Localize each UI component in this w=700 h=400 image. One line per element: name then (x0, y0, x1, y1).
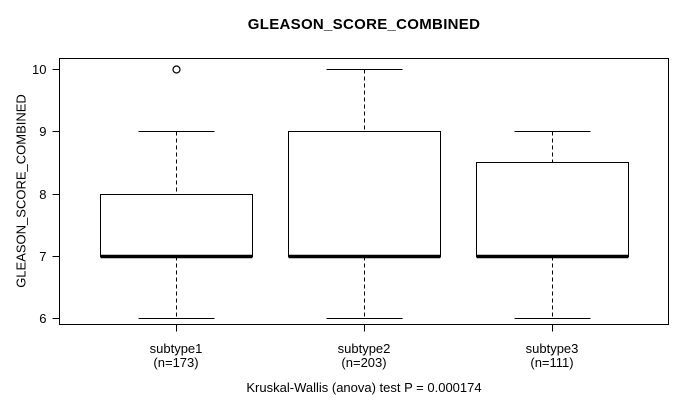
group-n-label: (n=203) (341, 354, 387, 370)
group-label: subtype2 (337, 341, 391, 356)
group-label: subtype1 (149, 341, 203, 356)
stats-caption: Kruskal-Wallis (anova) test P = 0.000174 (246, 380, 482, 395)
outlier-point-subtype1 (172, 65, 181, 74)
x-tick-label-subtype1: subtype1 (n=173) (150, 342, 203, 369)
y-tick-label: 6 (39, 311, 46, 326)
y-tick-label: 8 (39, 187, 46, 202)
box-subtype3 (476, 162, 629, 257)
y-tick-label: 7 (39, 249, 46, 264)
group-n-label: (n=173) (153, 354, 199, 370)
y-tick-label: 10 (32, 62, 46, 77)
box-subtype1 (100, 194, 253, 257)
box-subtype2 (288, 131, 441, 257)
group-n-label: (n=111) (530, 354, 574, 370)
x-tick-label-subtype2: subtype2 (n=203) (338, 342, 391, 369)
group-label: subtype3 (525, 341, 579, 356)
y-tick-label: 9 (39, 124, 46, 139)
chart-title: GLEASON_SCORE_COMBINED (247, 16, 481, 33)
x-tick-label-subtype3: subtype3 (n=111) (526, 342, 579, 369)
